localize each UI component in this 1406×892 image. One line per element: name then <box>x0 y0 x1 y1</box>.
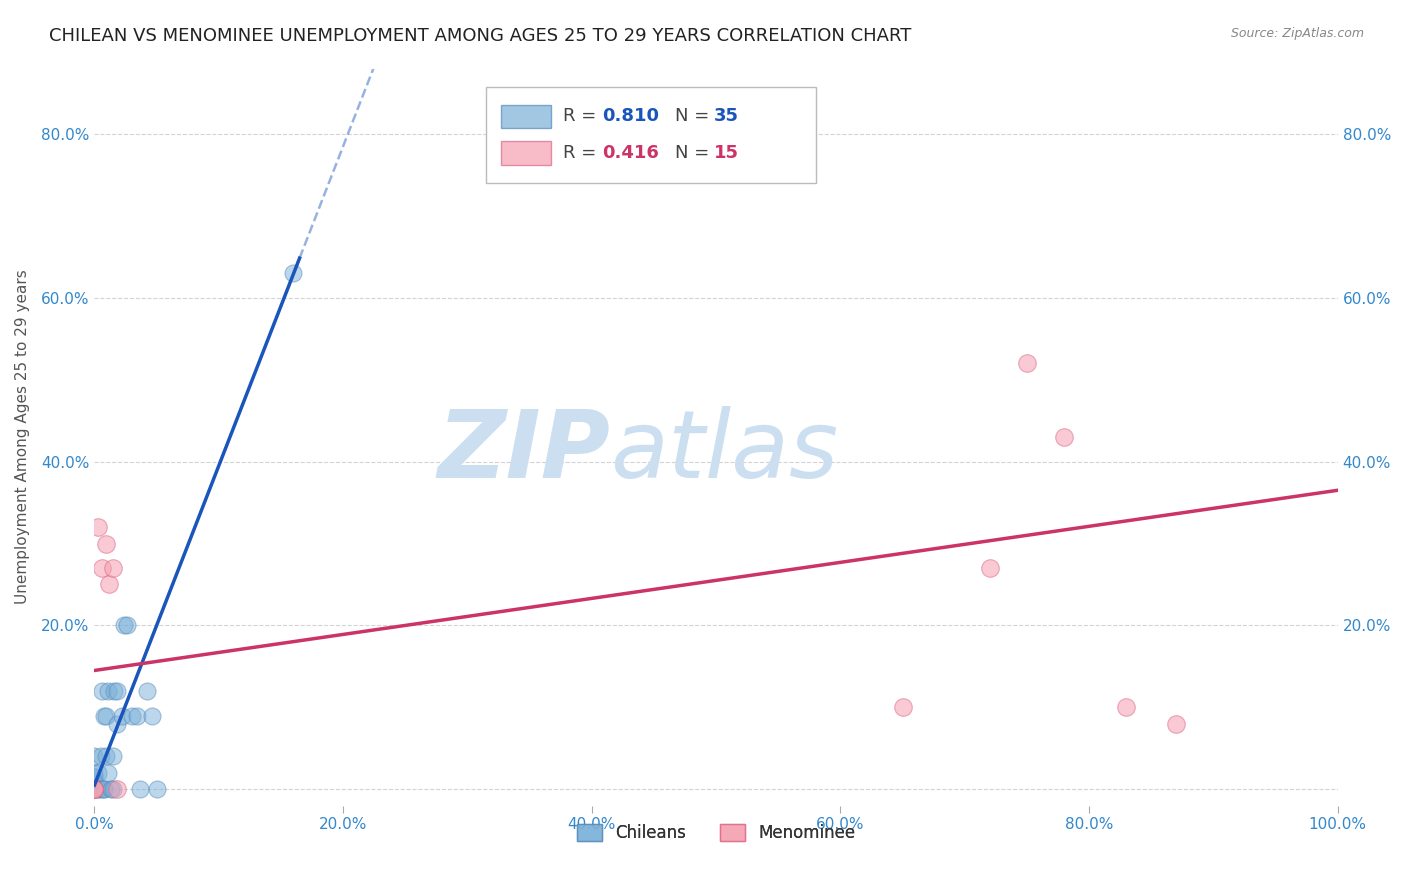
Point <box>83 782 105 797</box>
Point <box>83 782 105 797</box>
Point <box>121 708 143 723</box>
Point <box>283 266 305 280</box>
Text: R =: R = <box>564 107 602 126</box>
Text: 35: 35 <box>714 107 738 126</box>
Point <box>90 749 112 764</box>
Bar <box>501 142 551 165</box>
Point <box>135 684 157 698</box>
Y-axis label: Unemployment Among Ages 25 to 29 years: Unemployment Among Ages 25 to 29 years <box>15 269 30 605</box>
Text: N =: N = <box>675 145 716 162</box>
Point <box>87 765 110 780</box>
Legend: Chileans, Menominee: Chileans, Menominee <box>571 817 862 849</box>
Point <box>111 708 134 723</box>
Point <box>83 782 105 797</box>
Point <box>115 618 138 632</box>
Point <box>87 782 110 797</box>
Point <box>1015 356 1038 370</box>
Point <box>125 708 148 723</box>
Text: 0.810: 0.810 <box>602 107 658 126</box>
Point <box>100 782 122 797</box>
Point <box>94 708 117 723</box>
Bar <box>486 87 815 183</box>
Point <box>101 782 124 797</box>
Point <box>979 561 1001 575</box>
Point <box>94 536 117 550</box>
Point <box>93 782 115 797</box>
Point <box>83 782 105 797</box>
Text: CHILEAN VS MENOMINEE UNEMPLOYMENT AMONG AGES 25 TO 29 YEARS CORRELATION CHART: CHILEAN VS MENOMINEE UNEMPLOYMENT AMONG … <box>49 27 911 45</box>
Text: 15: 15 <box>714 145 738 162</box>
Point <box>97 765 120 780</box>
Point <box>93 708 115 723</box>
Point <box>90 561 112 575</box>
Point <box>105 782 128 797</box>
Point <box>1115 700 1137 714</box>
Point <box>98 577 121 591</box>
Point <box>145 782 167 797</box>
Text: R =: R = <box>564 145 602 162</box>
Point <box>141 708 163 723</box>
Text: atlas: atlas <box>610 406 838 498</box>
Point <box>83 770 105 784</box>
Point <box>87 520 110 534</box>
Text: 0.416: 0.416 <box>602 145 658 162</box>
Point <box>83 765 105 780</box>
Point <box>112 618 135 632</box>
Point <box>101 561 124 575</box>
Bar <box>501 104 551 128</box>
Text: Source: ZipAtlas.com: Source: ZipAtlas.com <box>1230 27 1364 40</box>
Point <box>1164 716 1187 731</box>
Point <box>90 782 112 797</box>
Point <box>94 749 117 764</box>
Point <box>87 782 110 797</box>
Text: N =: N = <box>675 107 716 126</box>
Point <box>101 749 124 764</box>
Point <box>891 700 914 714</box>
Point <box>105 716 128 731</box>
Point <box>129 782 152 797</box>
Point <box>90 684 112 698</box>
Point <box>83 782 105 797</box>
Point <box>83 749 105 764</box>
Point <box>105 684 128 698</box>
Point <box>83 770 105 784</box>
Text: ZIP: ZIP <box>437 406 610 498</box>
Point <box>93 782 115 797</box>
Point <box>97 684 120 698</box>
Point <box>1053 430 1076 444</box>
Point <box>103 684 125 698</box>
